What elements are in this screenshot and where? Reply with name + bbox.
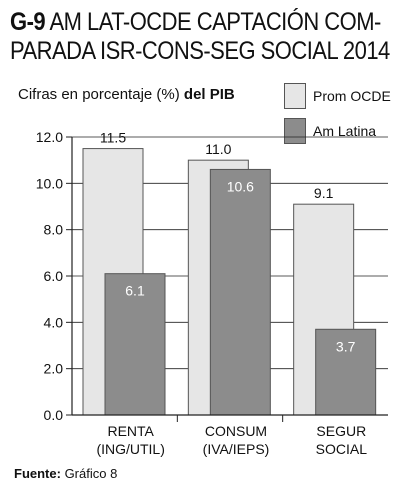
x-tick-label: SEGUR <box>316 423 366 439</box>
chart-title: G-9 AM LAT-OCDE CAPTACIÓN COM- PARADA IS… <box>10 8 390 66</box>
y-tick-label: 2.0 <box>44 361 64 377</box>
axis-layer: 0.0 2.0 4.0 6.0 8.0 10.0 12.0 RENTA (ING/UTIL) CO… <box>36 129 388 457</box>
data-label: 11.5 <box>100 130 126 146</box>
y-tick-label: 12.0 <box>36 129 63 145</box>
y-tick-label: 0.0 <box>44 407 64 423</box>
chart-code: G-9 <box>10 8 46 36</box>
y-tick-label: 8.0 <box>44 222 64 238</box>
legend-label-prom-ocde: Prom OCDE <box>313 88 391 104</box>
x-tick-label: (ING/UTIL) <box>96 441 164 457</box>
x-tick-label: RENTA <box>107 423 154 439</box>
data-label: 10.6 <box>227 178 254 194</box>
bar-am-latina <box>315 328 377 416</box>
data-label: 6.1 <box>125 283 145 299</box>
y-tick-label: 10.0 <box>36 175 63 191</box>
x-tick-label: SOCIAL <box>316 441 368 457</box>
title-text-1: AM LAT-OCDE CAPTACIÓN COM- <box>49 8 381 36</box>
legend-item-prom-ocde: Prom OCDE <box>284 83 402 114</box>
data-label: 11.0 <box>205 141 231 157</box>
y-tick-label: 6.0 <box>44 268 64 284</box>
source-text: Gráfico 8 <box>60 466 118 481</box>
title-text-2: PARADA ISR-CONS-SEG SOCIAL 2014 <box>10 37 390 65</box>
legend-label-am-latina: Am Latina <box>313 123 377 139</box>
bar-am-latina <box>104 273 166 416</box>
x-tick-label: (IVA/IEPS) <box>203 441 270 457</box>
subtitle-basis: del PIB <box>183 86 235 103</box>
chart-subtitle: Cifras en porcentaje (%) del PIB <box>18 86 235 103</box>
data-label: 9.1 <box>314 185 334 201</box>
legend-item-am-latina: Am Latina <box>284 118 402 149</box>
bar-am-latina <box>209 168 271 416</box>
legend-swatch-am-latina <box>284 118 306 144</box>
legend-swatch-prom-ocde <box>284 83 306 109</box>
data-label: 3.7 <box>336 338 356 354</box>
y-tick-label: 4.0 <box>44 314 64 330</box>
subtitle-unit: Cifras en porcentaje (%) <box>18 86 184 103</box>
chart-source: Fuente: Gráfico 8 <box>14 466 117 481</box>
title-line-1: G-9 AM LAT-OCDE CAPTACIÓN COM- <box>10 8 381 37</box>
x-tick-label: CONSUM <box>205 423 267 439</box>
bar-layer <box>82 148 377 416</box>
source-label: Fuente: <box>14 466 61 481</box>
label-layer: 11.5 6.1 11.0 10.6 9.1 3.7 <box>100 130 356 355</box>
